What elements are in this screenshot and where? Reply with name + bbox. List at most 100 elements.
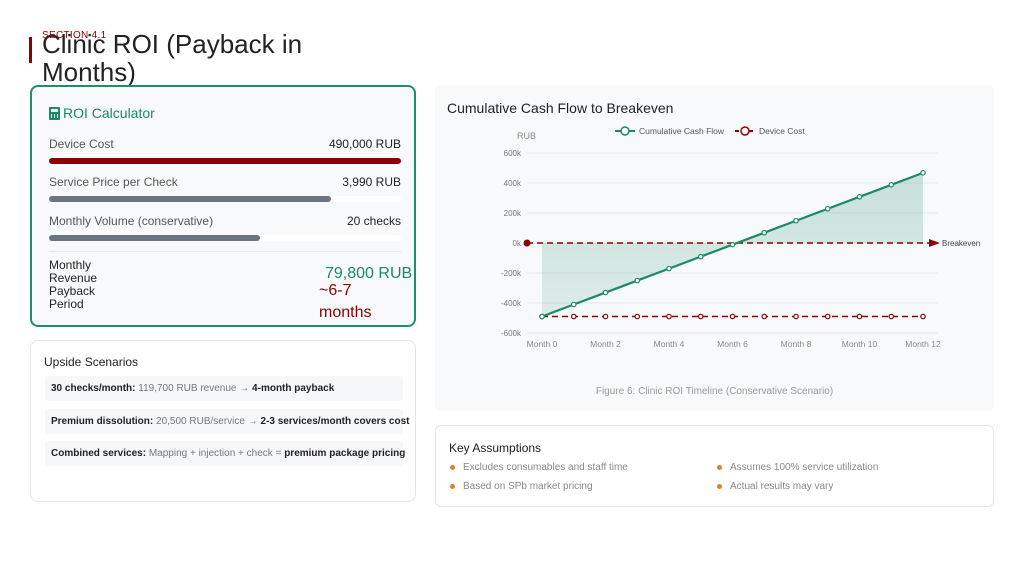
x-tick-label: Month 0 <box>527 339 558 349</box>
assumption-item: Excludes consumables and staff time <box>450 462 628 473</box>
assumption-text: Excludes consumables and staff time <box>463 462 628 473</box>
y-tick-label: 600k <box>504 149 522 158</box>
device-cost-point <box>697 313 704 320</box>
y-tick-label: 0k <box>513 239 522 248</box>
device-cost-point <box>666 313 672 320</box>
cash-flow-point <box>697 253 704 260</box>
payback-period-value: ~6-7 months <box>319 282 372 321</box>
roi-calculator-title-text: ROI Calculator <box>63 105 155 121</box>
scenario-key: Premium dissolution: <box>51 416 154 427</box>
metric-bar-track <box>49 158 401 164</box>
metric-bar-track <box>49 196 401 202</box>
y-axis-label: RUB <box>517 131 536 141</box>
scenario-result: 4-month payback <box>252 383 335 394</box>
bullet-icon <box>450 465 455 470</box>
x-tick-label: Month 6 <box>717 339 748 349</box>
key-assumptions-card: Key Assumptions Excludes consumables and… <box>435 425 994 507</box>
upside-scenarios-title: Upside Scenarios <box>44 355 139 369</box>
metric-value: 3,990 RUB <box>342 175 401 189</box>
bullet-icon <box>717 465 722 470</box>
cash-flow-point <box>761 229 768 236</box>
device-cost-point <box>761 313 768 320</box>
chart-caption: Figure 6: Clinic ROI Timeline (Conservat… <box>595 386 834 397</box>
metric-value: 20 checks <box>346 214 401 228</box>
metric-bar-track <box>49 235 401 241</box>
legend-label-cash-flow: Cumulative Cash Flow <box>639 126 725 136</box>
scenario-key: Combined services: <box>51 448 147 459</box>
assumption-text: Actual results may vary <box>730 481 834 492</box>
metric-label: Monthly Volume (conservative) <box>49 214 214 228</box>
scenario-key: 30 checks/month: <box>51 383 136 394</box>
monthly-revenue-label: Monthly Revenue <box>49 258 98 285</box>
cash-flow-point <box>539 313 545 320</box>
breakeven-label: Breakeven <box>942 239 980 248</box>
breakeven-origin-dot <box>523 239 531 247</box>
device-cost-point <box>920 313 926 320</box>
assumption-item: Actual results may vary <box>717 481 833 492</box>
cash-flow-point <box>729 241 736 248</box>
device-cost-point <box>729 313 736 320</box>
x-tick-label: Month 2 <box>590 339 621 349</box>
roi-calculator-title: ROI Calculator <box>49 105 155 121</box>
y-tick-label: 200k <box>504 209 522 218</box>
cash-flow-chart: RUB 600k 400k 200k 0k -200k -400k -600k Month 0 M… <box>501 126 980 349</box>
device-cost-point <box>856 313 863 320</box>
bullet-icon <box>717 484 722 489</box>
y-tick-label: -400k <box>501 299 522 308</box>
cash-flow-point <box>666 265 672 272</box>
title-accent-bar <box>29 37 32 63</box>
metric-value: 490,000 RUB <box>328 137 401 151</box>
bullet-icon <box>450 484 455 489</box>
chart-title: Cumulative Cash Flow to Breakeven <box>447 100 674 116</box>
assumption-item: Based on SPb market pricing <box>450 481 593 492</box>
device-cost-point <box>570 313 577 320</box>
upside-scenarios-card: Upside Scenarios 30 checks/month: 119,70… <box>30 340 416 502</box>
device-cost-point <box>602 313 609 320</box>
legend-label-device-cost: Device Cost <box>759 126 805 136</box>
metric-bar-fill <box>49 235 261 241</box>
x-tick-label: Month 12 <box>905 339 941 349</box>
scenario-result: 2-3 services/month covers cost <box>260 416 410 427</box>
calculator-icon <box>49 106 60 120</box>
assumption-text: Assumes 100% service utilization <box>730 462 879 473</box>
x-tick-label: Month 10 <box>842 339 878 349</box>
legend-marker-device-cost <box>740 126 750 136</box>
device-cost-point <box>888 313 895 320</box>
cash-flow-point <box>634 277 641 284</box>
section-label: SECTION 4.1 <box>42 30 107 41</box>
y-tick-label: -200k <box>501 269 522 278</box>
metric-monthly-volume: Monthly Volume (conservative) 20 checks <box>49 214 401 241</box>
cash-flow-point <box>570 301 577 308</box>
metric-device-cost: Device Cost 490,000 RUB <box>49 137 401 164</box>
divider <box>49 251 401 252</box>
payback-period-label: Payback Period <box>49 284 96 311</box>
cash-flow-point <box>824 205 831 212</box>
monthly-revenue-value: 79,800 RUB <box>325 265 413 282</box>
roi-calculator-card: ROI Calculator Device Cost 490,000 RUB S… <box>30 85 416 327</box>
device-cost-point <box>634 313 641 320</box>
scenario-detail: 119,700 RUB revenue → <box>138 383 250 394</box>
cash-flow-point <box>888 182 895 188</box>
scenario-detail: Mapping + injection + check = <box>148 448 282 459</box>
metric-label: Service Price per Check <box>49 175 178 189</box>
cash-flow-point <box>793 217 799 224</box>
cash-flow-point <box>920 170 926 176</box>
metric-service-price: Service Price per Check 3,990 RUB <box>49 175 401 202</box>
x-tick-label: Month 8 <box>781 339 812 349</box>
chart-card: Cumulative Cash Flow to Breakeven RUB 600… <box>435 85 994 411</box>
cash-flow-point <box>602 289 609 296</box>
y-tick-label: -600k <box>501 329 522 338</box>
legend-marker-cash-flow <box>620 126 630 136</box>
page-title: Clinic ROI (Payback in Months) <box>42 29 303 87</box>
scenario-result: premium package pricing <box>284 448 406 459</box>
device-cost-point <box>793 313 799 320</box>
scenario-item: Combined services: Mapping + injection +… <box>45 441 406 466</box>
x-tick-label: Month 4 <box>654 339 685 349</box>
key-assumptions-title: Key Assumptions <box>449 441 542 455</box>
metric-label: Device Cost <box>49 137 114 151</box>
metric-bar-fill <box>49 158 401 164</box>
assumption-text: Based on SPb market pricing <box>463 481 593 492</box>
device-cost-point <box>824 313 831 320</box>
scenario-item: Premium dissolution: 20,500 RUB/service … <box>45 409 409 434</box>
y-tick-label: 400k <box>504 179 522 188</box>
